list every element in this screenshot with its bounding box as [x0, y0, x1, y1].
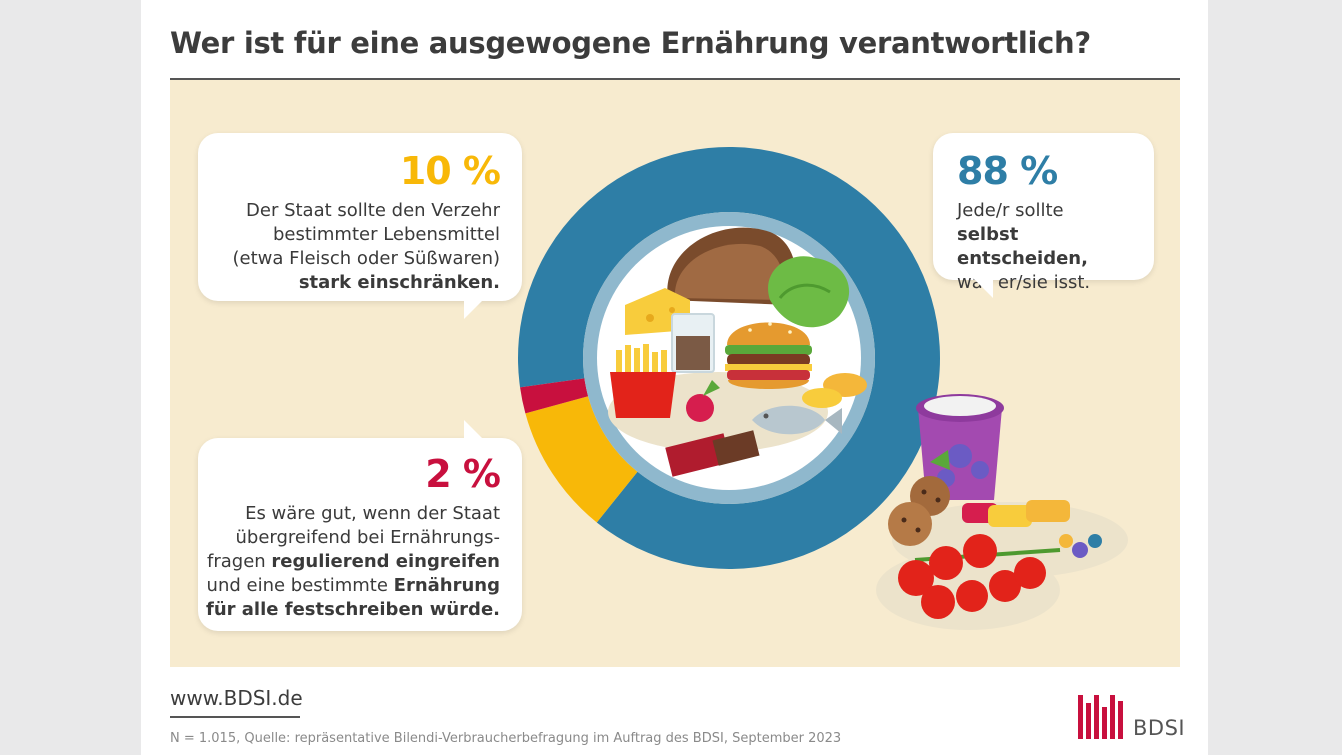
- pct-label-10: 10 %: [399, 149, 501, 193]
- page-title: Wer ist für eine ausgewogene Ernährung v…: [170, 26, 1091, 60]
- callout-10-line3: (etwa Fleisch oder Süßwaren): [232, 248, 500, 269]
- callout-2-line4b: Ernährung: [393, 575, 500, 596]
- callout-10-percent: 10 % Der Staat sollte den Verzehr bestim…: [198, 133, 522, 319]
- callout-88-line1: Jede/r sollte: [957, 200, 1064, 221]
- cookies-icon: [888, 476, 950, 546]
- burger-icon: [725, 322, 812, 389]
- bdsi-logo-icon: [1078, 695, 1123, 739]
- callout-2-line5: für alle festschreiben würde.: [206, 599, 500, 620]
- callout-10-tail: [464, 299, 484, 319]
- callout-88-tail: [973, 278, 993, 298]
- callout-88-percent: 88 % Jede/r sollte selbst entscheiden, w…: [933, 133, 1154, 298]
- title-divider: [170, 78, 1180, 80]
- callout-2-tail: [464, 420, 484, 440]
- callout-2-line1: Es wäre gut, wenn der Staat: [245, 503, 500, 524]
- fries-icon: [610, 344, 676, 418]
- food-illustration: [608, 227, 867, 477]
- callout-2-line3a: fragen: [207, 551, 272, 572]
- callout-2-line3b: regulierend eingreifen: [271, 551, 500, 572]
- footer-divider: [170, 716, 300, 718]
- callout-2-line2: übergreifend bei Ernährungs-: [235, 527, 500, 548]
- callout-2-line4a: und eine bestimmte: [206, 575, 394, 596]
- callout-88-line2: selbst entscheiden,: [957, 224, 1088, 269]
- candies-icon: [962, 500, 1102, 558]
- source-note: N = 1.015, Quelle: repräsentative Bilend…: [170, 731, 842, 746]
- yogurt-cup-icon: [916, 394, 1004, 500]
- lettuce-icon: [768, 256, 850, 328]
- fish-icon: [752, 405, 825, 435]
- tomatoes-icon: [898, 534, 1061, 619]
- pct-label-2: 2 %: [425, 452, 501, 496]
- pct-label-88: 88 %: [957, 149, 1058, 193]
- logo-text: BDSI: [1133, 716, 1186, 740]
- chocolate-icon: [665, 430, 760, 477]
- slice-festschreiben: [520, 378, 589, 414]
- callout-10-line2: bestimmter Lebensmittel: [272, 224, 500, 245]
- footer-url-link[interactable]: www.BDSI.de: [170, 686, 303, 710]
- callout-2-percent: 2 % Es wäre gut, wenn der Staat übergrei…: [198, 420, 522, 631]
- slice-selbst-entscheiden: [518, 147, 941, 570]
- slice-einschraenken: [525, 396, 638, 523]
- callout-10-line4: stark einschränken.: [298, 272, 500, 293]
- callout-10-line1: Der Staat sollte den Verzehr: [246, 200, 500, 221]
- radish-icon: [686, 394, 714, 422]
